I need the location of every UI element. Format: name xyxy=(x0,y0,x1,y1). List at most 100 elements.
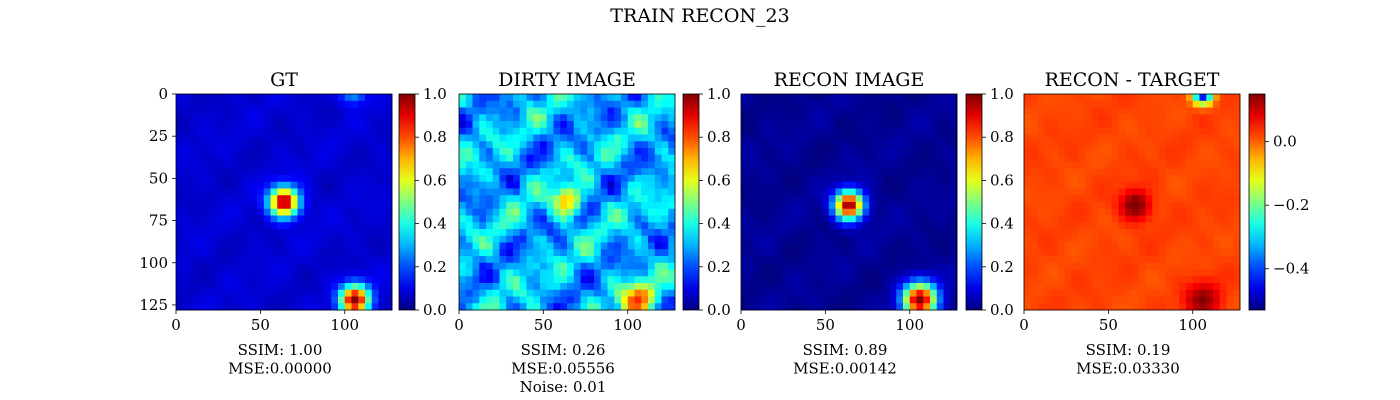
heatmap-cell xyxy=(761,242,769,250)
heatmap-cell xyxy=(311,296,319,304)
heatmap-cell xyxy=(311,202,319,210)
heatmap-cell xyxy=(1105,283,1113,291)
heatmap-cell xyxy=(1057,154,1065,162)
heatmap-cell xyxy=(257,161,265,169)
heatmap-cell xyxy=(1172,283,1180,291)
heatmap-cell xyxy=(573,188,581,196)
heatmap-cell xyxy=(1125,161,1133,169)
heatmap-cell xyxy=(774,256,782,264)
heatmap-cell xyxy=(243,262,251,270)
heatmap-cell xyxy=(465,262,473,270)
heatmap-cell xyxy=(526,215,534,223)
heatmap-cell xyxy=(916,276,924,284)
heatmap-cell xyxy=(1084,289,1092,297)
heatmap-cell xyxy=(950,303,958,311)
heatmap-cell xyxy=(822,127,830,135)
heatmap-cell xyxy=(668,202,676,210)
heatmap-cell xyxy=(492,121,500,129)
heatmap-cell xyxy=(344,181,352,189)
heatmap-cell xyxy=(627,188,635,196)
heatmap-cell xyxy=(1219,249,1227,257)
heatmap-cell xyxy=(747,289,755,297)
heatmap-cell xyxy=(263,215,271,223)
heatmap-cell xyxy=(1044,215,1052,223)
heatmap-cell xyxy=(203,229,211,237)
heatmap-cell xyxy=(250,235,258,243)
heatmap-cell xyxy=(648,188,656,196)
heatmap-cell xyxy=(573,215,581,223)
heatmap-cell xyxy=(459,100,467,108)
heatmap-cell xyxy=(378,303,386,311)
heatmap-cell xyxy=(882,121,890,129)
heatmap-cell xyxy=(849,215,857,223)
heatmap-cell xyxy=(1064,175,1072,183)
heatmap-cell xyxy=(338,161,346,169)
heatmap-cell xyxy=(1206,208,1214,216)
heatmap-cell xyxy=(849,208,857,216)
heatmap-cell xyxy=(1037,296,1045,304)
heatmap-cell xyxy=(822,303,830,311)
heatmap-cell xyxy=(580,154,588,162)
heatmap-cell xyxy=(1024,296,1032,304)
heatmap-cell xyxy=(607,276,615,284)
heatmap-cell xyxy=(1071,202,1079,210)
heatmap-cell xyxy=(1152,100,1160,108)
heatmap-cell xyxy=(243,249,251,257)
metric-text: MSE:0.00142 xyxy=(793,360,897,378)
heatmap-cell xyxy=(519,100,527,108)
heatmap-cell xyxy=(822,249,830,257)
heatmap-cell xyxy=(573,249,581,257)
heatmap-cell xyxy=(1199,148,1207,156)
heatmap-cell xyxy=(338,94,346,102)
heatmap-cell xyxy=(788,276,796,284)
heatmap-cell xyxy=(1105,262,1113,270)
heatmap-cell xyxy=(641,256,649,264)
heatmap-cell xyxy=(842,269,850,277)
heatmap-cell xyxy=(580,303,588,311)
heatmap-cell xyxy=(768,269,776,277)
heatmap-cell xyxy=(270,188,278,196)
heatmap-cell xyxy=(472,188,480,196)
heatmap-cell xyxy=(304,154,312,162)
heatmap-cell xyxy=(540,283,548,291)
heatmap-cell xyxy=(1037,100,1045,108)
heatmap-cell xyxy=(876,114,884,122)
heatmap-cell xyxy=(331,208,339,216)
heatmap-cell xyxy=(1226,188,1234,196)
heatmap-cell xyxy=(930,283,938,291)
heatmap-cell xyxy=(311,235,319,243)
heatmap-cell xyxy=(331,249,339,257)
heatmap-cell xyxy=(533,242,541,250)
heatmap-cell xyxy=(1037,134,1045,142)
heatmap-cell xyxy=(943,229,951,237)
heatmap-cell xyxy=(236,148,244,156)
heatmap-cell xyxy=(1152,114,1160,122)
heatmap-cell xyxy=(331,107,339,115)
heatmap-cell xyxy=(338,121,346,129)
heatmap-cell xyxy=(546,235,554,243)
heatmap-cell xyxy=(277,303,285,311)
heatmap-cell xyxy=(344,208,352,216)
heatmap-cell xyxy=(540,235,548,243)
heatmap-cell xyxy=(553,134,561,142)
heatmap-cell xyxy=(189,283,197,291)
heatmap-cell xyxy=(1084,154,1092,162)
heatmap-cell xyxy=(1213,195,1221,203)
heatmap-cell xyxy=(304,262,312,270)
heatmap-cell xyxy=(1138,229,1146,237)
heatmap-cell xyxy=(1051,242,1059,250)
heatmap-cell xyxy=(869,121,877,129)
heatmap-cell xyxy=(903,141,911,149)
heatmap-cell xyxy=(741,154,749,162)
heatmap-cell xyxy=(835,121,843,129)
heatmap-cell xyxy=(747,256,755,264)
heatmap-cell xyxy=(788,283,796,291)
heatmap-cell xyxy=(781,168,789,176)
heatmap-cell xyxy=(668,249,676,257)
heatmap-cell xyxy=(862,242,870,250)
heatmap-cell xyxy=(263,222,271,230)
heatmap-cell xyxy=(1105,289,1113,297)
heatmap-cell xyxy=(331,242,339,250)
heatmap-cell xyxy=(896,289,904,297)
heatmap-cell xyxy=(641,154,649,162)
